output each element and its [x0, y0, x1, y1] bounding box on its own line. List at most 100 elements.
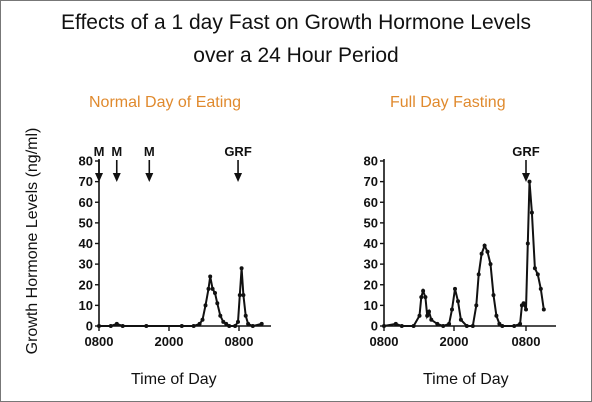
left-data-point	[114, 321, 119, 326]
right-data-point	[470, 324, 475, 328]
left-marker-arrowhead	[95, 173, 103, 182]
right-data-point	[532, 266, 537, 271]
right-x-tick-label: 2000	[440, 334, 469, 349]
left-data-point	[213, 291, 217, 295]
left-data-point	[227, 324, 232, 328]
left-y-tick-label: 80	[79, 154, 93, 169]
right-data-point	[525, 241, 530, 246]
left-y-tick-label: 10	[79, 298, 93, 313]
left-x-tick-label: 0800	[85, 334, 114, 349]
right-data-point	[382, 324, 386, 328]
right-data-point	[476, 272, 481, 277]
right-data-point	[535, 272, 540, 277]
right-data-point	[479, 251, 484, 256]
right-data-point	[419, 295, 424, 300]
right-series-line	[383, 181, 545, 328]
right-data-point	[538, 286, 543, 291]
left-data-point	[208, 274, 213, 279]
right-data-point	[450, 307, 454, 312]
right-data-point	[441, 324, 446, 328]
left-data-point	[246, 321, 251, 326]
right-data-point	[429, 317, 434, 322]
right-data-point	[474, 303, 479, 308]
left-y-tick-label: 40	[79, 236, 93, 251]
left-data-point	[203, 303, 208, 308]
left-data-point	[144, 324, 149, 328]
right-data-point	[512, 324, 517, 328]
right-y-tick-label: 0	[371, 319, 378, 334]
right-data-point	[491, 293, 496, 298]
right-data-point	[456, 299, 460, 304]
left-data-point	[237, 293, 242, 298]
left-y-tick-label: 20	[79, 277, 93, 292]
right-data-point	[518, 321, 523, 326]
left-y-tick-label: 70	[79, 174, 93, 189]
left-data-point	[191, 324, 196, 328]
left-marker-arrowhead	[234, 173, 243, 182]
left-data-point	[239, 266, 244, 271]
right-y-tick-label: 50	[364, 215, 378, 230]
right-data-point	[423, 295, 428, 300]
right-data-point	[524, 307, 528, 312]
left-data-point	[259, 321, 264, 326]
left-data-point	[250, 324, 255, 328]
right-x-tick-label: 0800	[370, 334, 399, 349]
right-data-point	[527, 179, 532, 184]
right-data-point	[494, 313, 499, 318]
right-data-point	[488, 262, 493, 267]
right-data-point	[458, 317, 463, 322]
left-marker-arrowhead	[145, 173, 154, 182]
left-x-tick-label: 2000	[155, 334, 184, 349]
right-y-tick-label: 30	[364, 257, 378, 272]
left-marker-label: M	[111, 144, 122, 159]
right-x-axis-label: Time of Day	[423, 371, 509, 388]
left-data-point	[241, 293, 246, 298]
figure-title-line-1: Effects of a 1 day Fast on Growth Hormon…	[60, 11, 531, 34]
left-marker-label: M	[144, 144, 155, 159]
left-data-point	[218, 313, 223, 318]
right-marker-label: GRF	[512, 144, 540, 159]
right-data-point	[417, 313, 422, 318]
right-data-point	[421, 288, 426, 293]
right-data-point	[447, 321, 452, 326]
left-series-line	[99, 268, 262, 328]
right-y-tick-label: 70	[364, 174, 378, 189]
left-marker-arrowhead	[112, 173, 121, 182]
left-marker-label: M	[94, 144, 105, 159]
left-x-axis-label: Time of Day	[131, 371, 217, 388]
left-y-tick-label: 0	[86, 319, 93, 334]
left-data-point	[120, 324, 125, 328]
left-data-point	[236, 319, 240, 324]
right-y-tick-label: 40	[364, 236, 378, 251]
left-x-tick-label: 0800	[225, 334, 254, 349]
left-data-point	[224, 321, 229, 326]
right-data-point	[464, 324, 469, 328]
right-data-point	[411, 324, 416, 328]
right-data-point	[497, 321, 502, 326]
right-marker-arrowhead	[522, 173, 530, 182]
right-data-point	[521, 301, 526, 306]
right-y-tick-label: 60	[364, 195, 378, 210]
left-y-tick-label: 50	[79, 215, 93, 230]
left-data-point	[206, 286, 211, 291]
left-data-point	[108, 324, 113, 328]
right-data-point	[500, 324, 505, 328]
right-data-point	[399, 324, 404, 328]
right-data-point	[529, 210, 534, 215]
left-y-tick-label: 30	[79, 257, 93, 272]
right-y-tick-label: 80	[364, 154, 378, 169]
left-y-tick-label: 60	[79, 195, 93, 210]
right-x-tick-label: 0800	[512, 334, 541, 349]
left-data-point	[210, 286, 215, 291]
left-data-point	[243, 313, 248, 318]
right-data-point	[485, 249, 490, 254]
figure-title-line-2: over a 24 Hour Period	[193, 44, 399, 67]
right-y-tick-label: 10	[364, 298, 378, 313]
right-data-point	[541, 307, 546, 312]
left-data-point	[221, 319, 226, 324]
right-chart-title: Full Day Fasting	[390, 94, 506, 111]
left-data-point	[97, 324, 101, 328]
right-data-point	[393, 321, 398, 326]
